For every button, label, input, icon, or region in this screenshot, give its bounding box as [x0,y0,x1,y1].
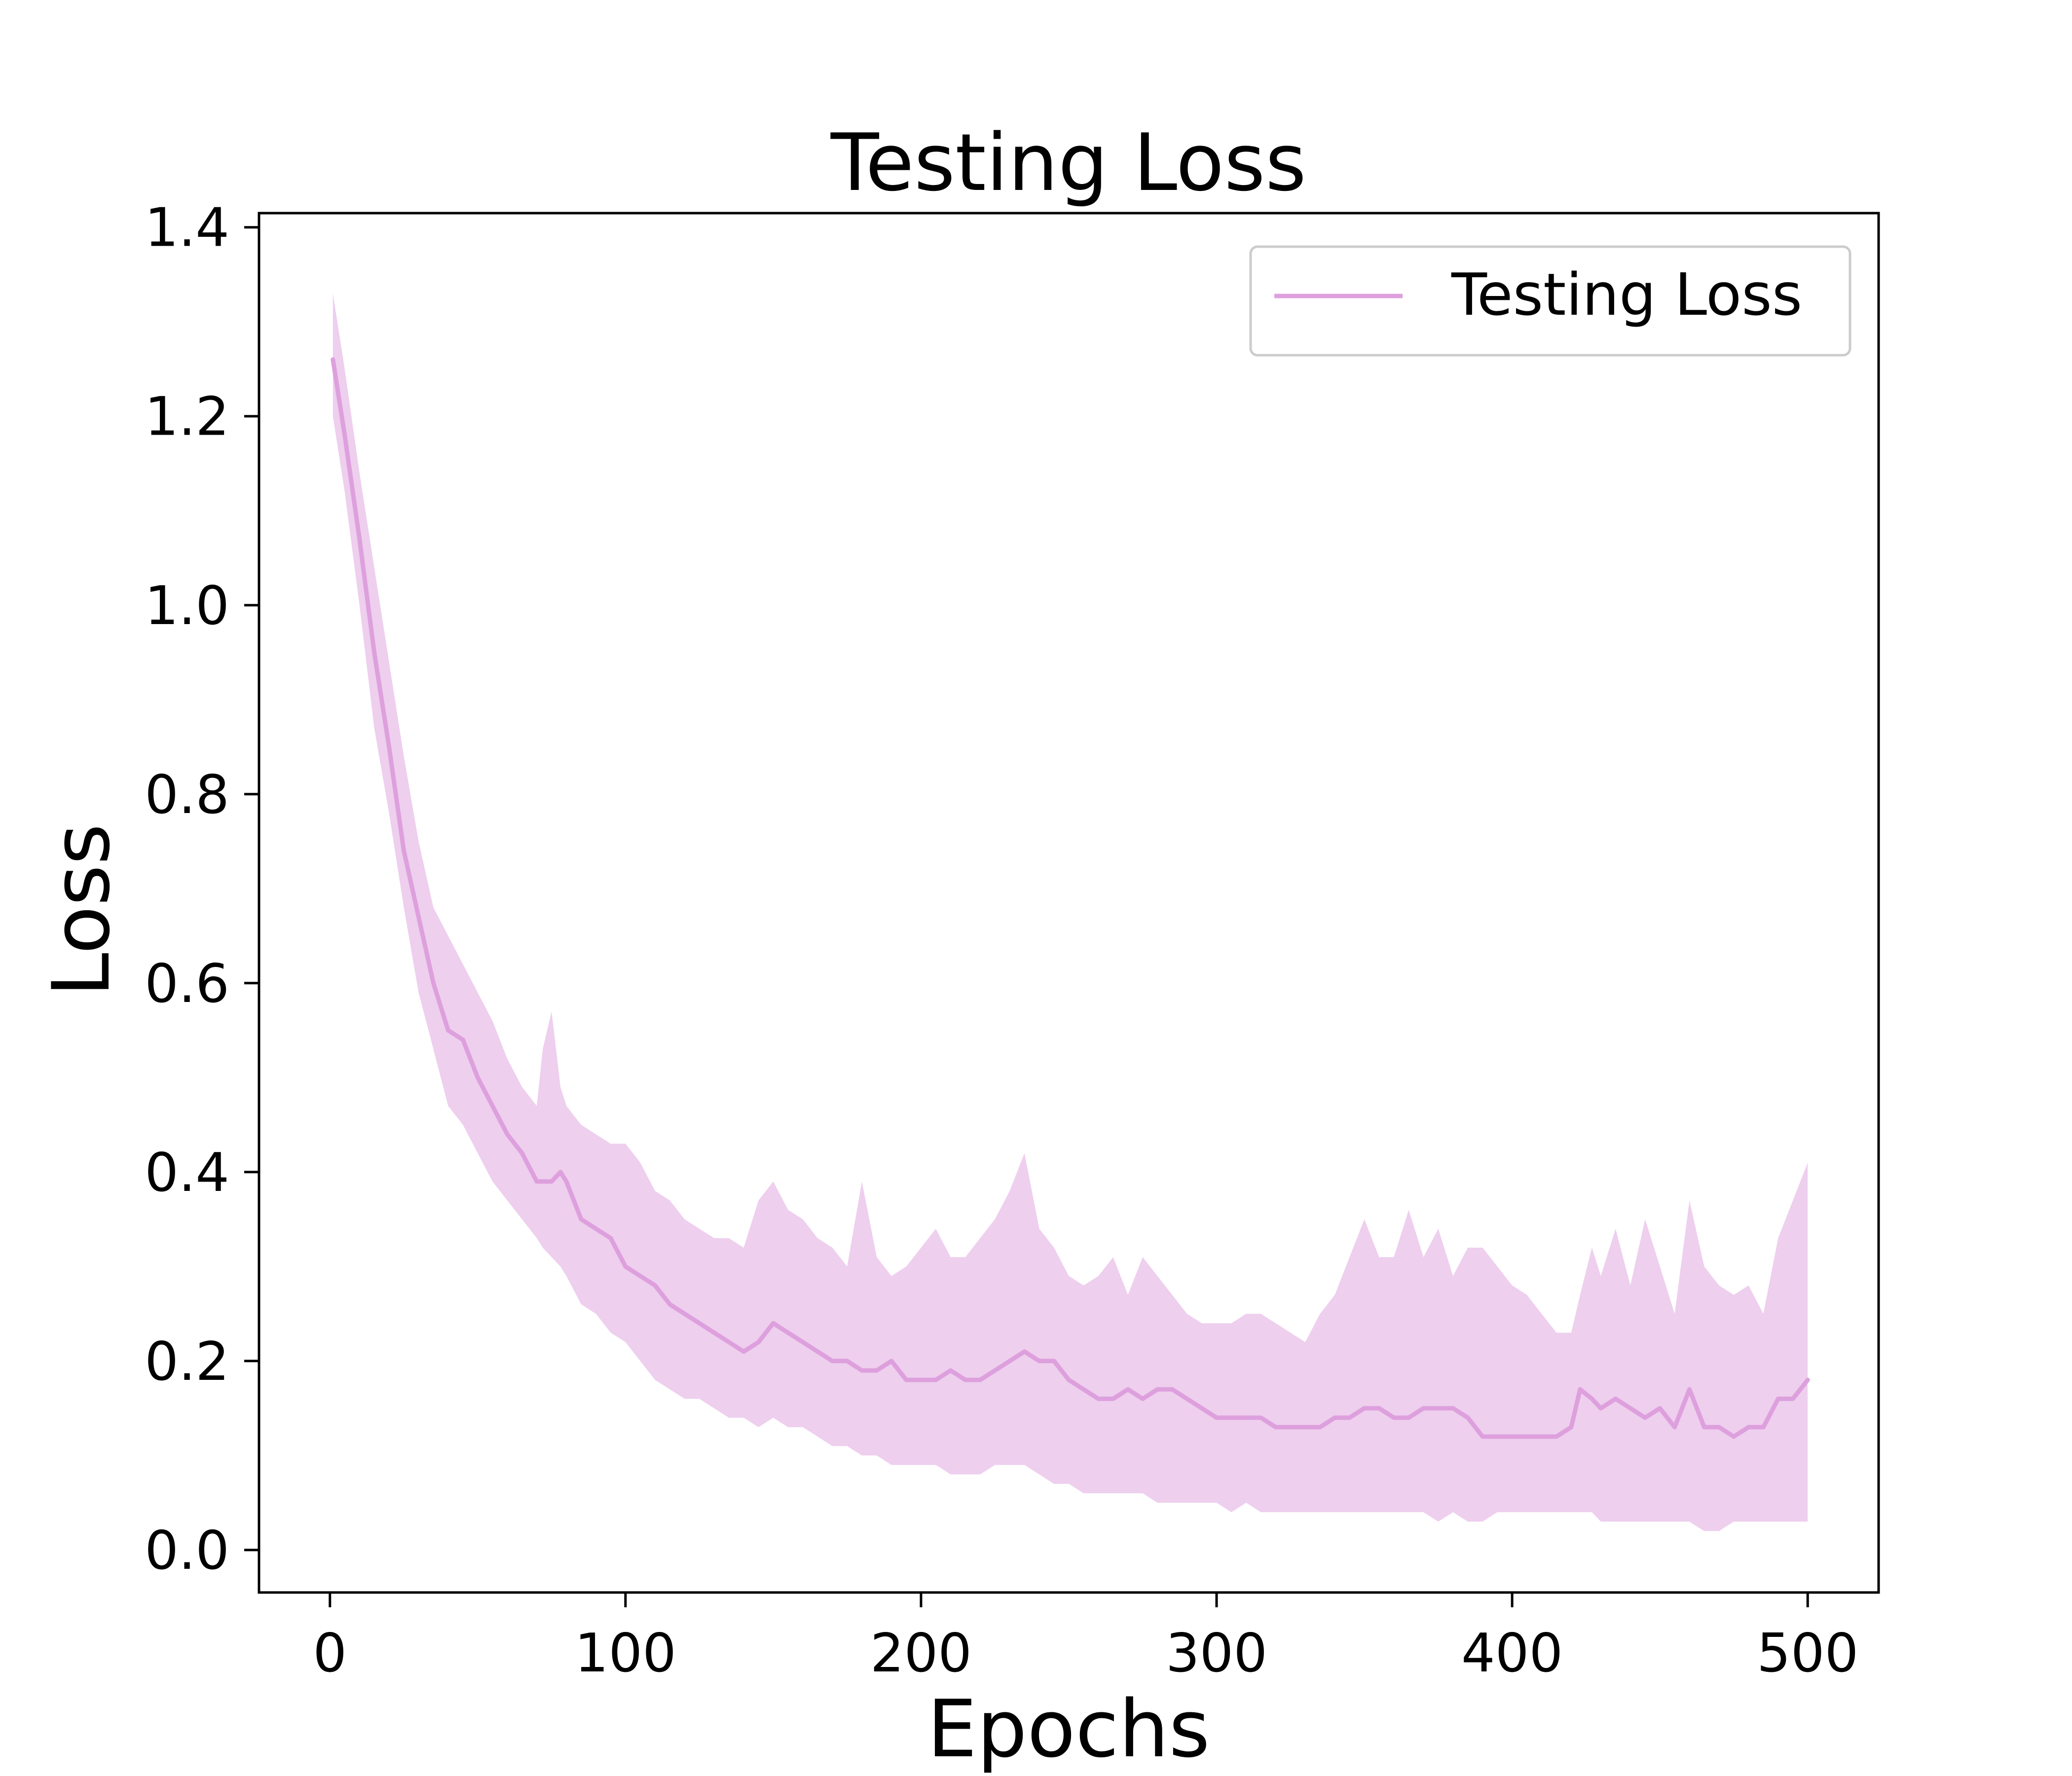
y-tick-label: 1.0 [145,575,229,637]
loss-line-layer [331,357,1810,1439]
y-tick-label: 0.6 [145,953,229,1015]
x-tick-label: 200 [870,1623,972,1684]
y-tick-label: 0.4 [145,1142,229,1204]
y-tick-label: 1.2 [145,386,229,448]
y-axis: 0.0 0.2 0.4 0.6 0.8 1.0 1.2 1.4 [145,197,259,1582]
x-axis: 0 100 200 300 400 500 [313,1592,1858,1684]
legend-box [1249,245,1851,357]
legend: Testing Loss [1249,245,1851,357]
loss-line [331,357,1810,1439]
chart-title: Testing Loss [830,116,1306,209]
y-tick-label: 0.8 [145,764,229,826]
x-tick-label: 100 [575,1623,676,1684]
legend-label: Testing Loss [1451,260,1802,329]
std-band [333,293,1808,1531]
x-tick-label: 300 [1166,1623,1267,1684]
std-band-layer [333,293,1808,1531]
x-tick-label: 400 [1461,1623,1563,1684]
plot-frame [258,212,1880,1594]
x-tick-label: 0 [313,1623,347,1684]
y-tick-label: 1.4 [145,197,229,259]
y-axis-label: Loss [35,824,127,997]
x-tick-label: 500 [1757,1623,1858,1684]
y-tick-label: 0.0 [145,1520,229,1582]
x-axis-label: Epochs [927,1683,1210,1775]
y-tick-label: 0.2 [145,1331,229,1393]
